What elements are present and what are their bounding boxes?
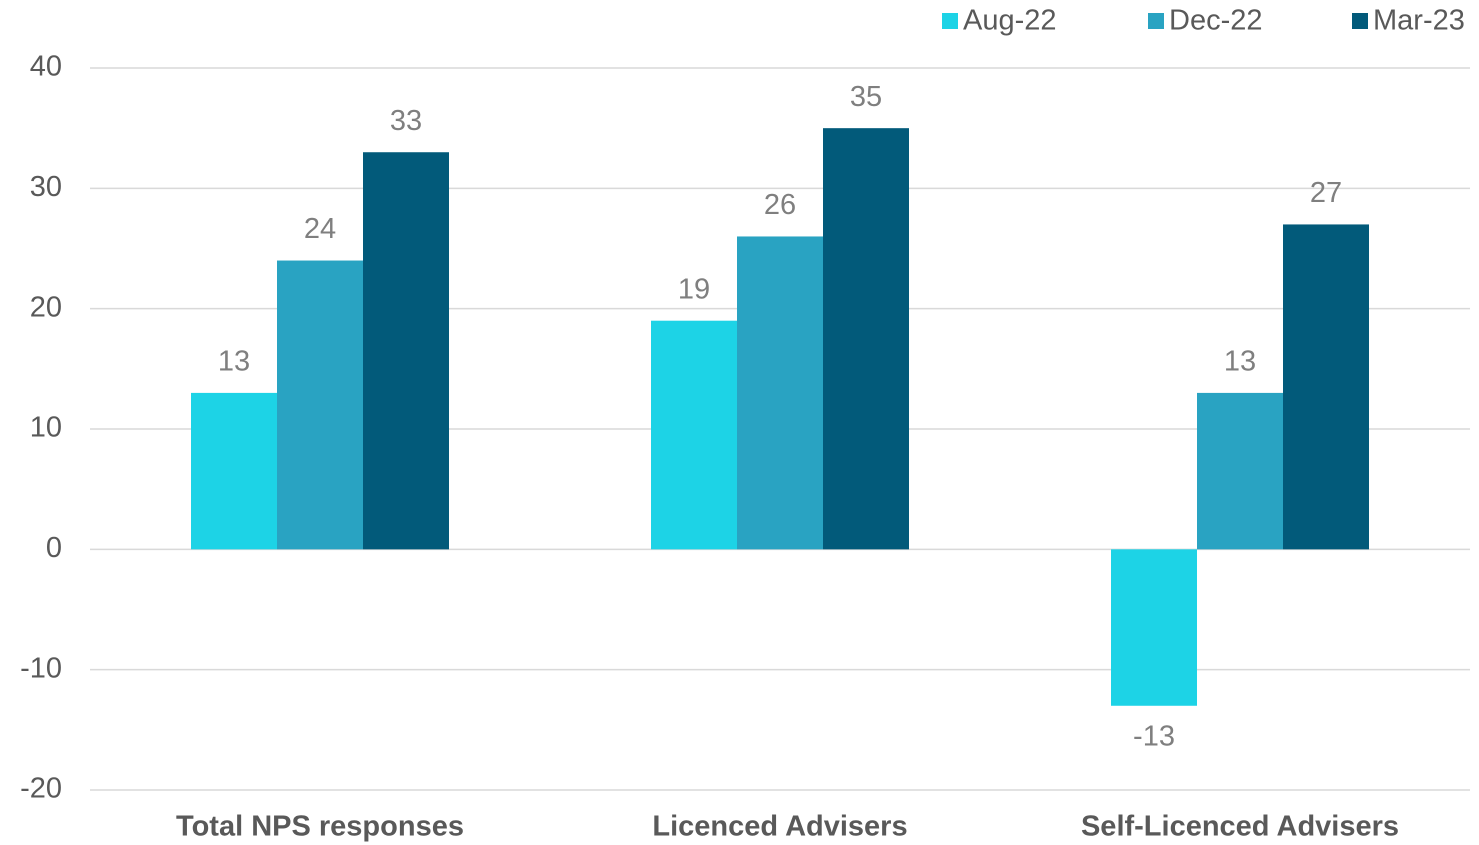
data-label: 27 <box>1310 177 1342 209</box>
data-label: 33 <box>390 105 422 137</box>
x-tick-label: Licenced Advisers <box>652 811 907 843</box>
data-label: 35 <box>850 81 882 113</box>
bar <box>823 128 909 550</box>
legend-label: Mar-23 <box>1373 5 1465 37</box>
bar <box>651 320 737 550</box>
bar <box>1111 549 1197 706</box>
bar <box>277 260 363 550</box>
data-label: 19 <box>678 273 710 305</box>
bar <box>191 392 277 550</box>
y-tick-label: 40 <box>30 51 62 83</box>
bar <box>737 236 823 550</box>
x-tick-label: Self-Licenced Advisers <box>1081 811 1399 843</box>
legend-swatch <box>1352 13 1368 29</box>
y-tick-label: 20 <box>30 291 62 323</box>
y-tick-label: -10 <box>20 652 62 684</box>
data-label: 13 <box>218 346 250 378</box>
x-tick-label: Total NPS responses <box>176 811 464 843</box>
data-label: 13 <box>1224 346 1256 378</box>
bar <box>363 152 449 550</box>
legend-label: Dec-22 <box>1169 5 1263 37</box>
bar <box>1197 392 1283 550</box>
legend-swatch <box>942 13 958 29</box>
data-label: 26 <box>764 189 796 221</box>
y-tick-label: -20 <box>20 773 62 805</box>
y-tick-label: 0 <box>46 532 62 564</box>
legend-label: Aug-22 <box>963 5 1057 37</box>
legend-swatch <box>1148 13 1164 29</box>
y-tick-label: 30 <box>30 171 62 203</box>
bar <box>1283 224 1369 550</box>
data-label: 24 <box>304 213 336 245</box>
y-tick-label: 10 <box>30 412 62 444</box>
data-label: -13 <box>1133 720 1175 752</box>
